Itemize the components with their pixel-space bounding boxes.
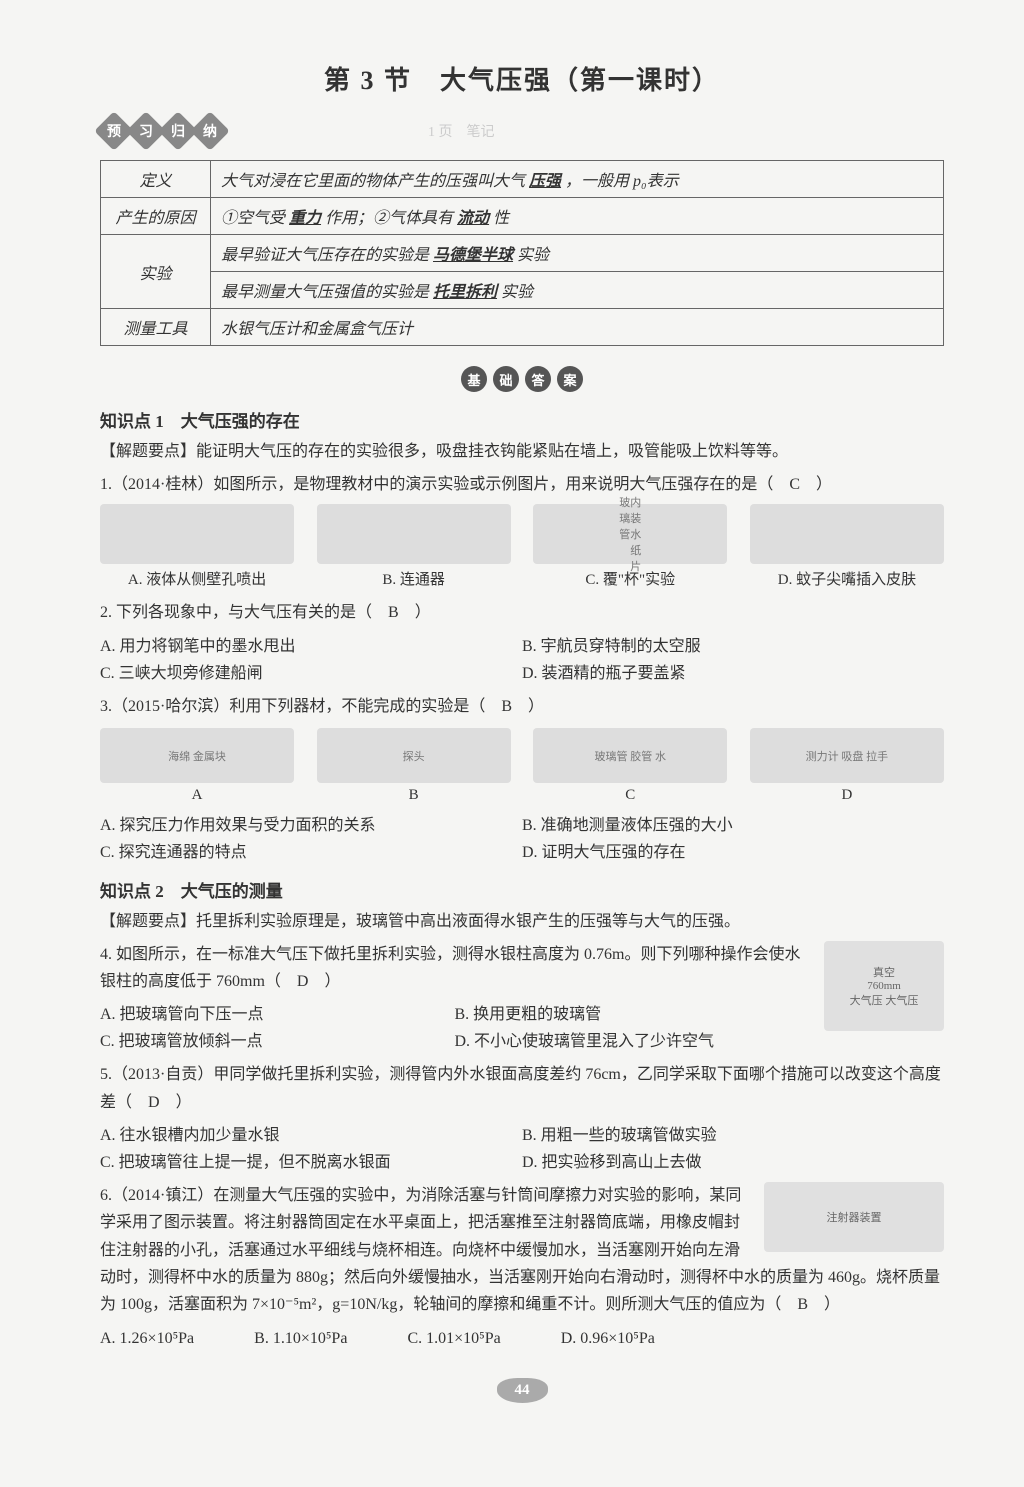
- badge-char: 答: [525, 366, 551, 392]
- q3-diagrams: 海绵 金属块A 探头B 玻璃管 胶管 水C 测力计 吸盘 拉手D: [100, 728, 944, 804]
- option: D. 不小心使玻璃管里混入了少许空气: [455, 1028, 810, 1055]
- option: D. 把实验移到高山上去做: [522, 1149, 944, 1176]
- hint-text: 【解题要点】能证明大气压的存在的实验很多，吸盘挂衣钩能紧贴在墙上，吸管能吸上饮料…: [100, 438, 944, 465]
- knowledge-point-2: 知识点 2 大气压的测量: [100, 877, 944, 902]
- option: B. 换用更粗的玻璃管: [455, 1001, 810, 1028]
- option: B. 准确地测量液体压强的大小: [522, 812, 944, 839]
- faint-note: 1 页 笔记: [428, 121, 495, 141]
- q1-options: A. 液体从侧壁孔喷出 B. 连通器 玻内 璃装 管水 纸 片 C. 覆"杯"实…: [100, 504, 944, 589]
- option: 玻内 璃装 管水 纸 片 C. 覆"杯"实验: [533, 504, 727, 589]
- table-label: 产生的原因: [101, 198, 211, 235]
- table-cell: ①空气受重力作用；②气体具有流动性: [211, 198, 944, 235]
- diagram: 玻璃管 胶管 水C: [533, 728, 727, 804]
- section-badge-preview: 预 习 归 纳 1 页 笔记: [100, 117, 944, 145]
- q6-diagram: 注射器装置: [764, 1182, 944, 1252]
- q3-options: A. 探究压力作用效果与受力面积的关系 B. 准确地测量液体压强的大小 C. 探…: [100, 812, 944, 866]
- badge-char: 纳: [190, 111, 230, 151]
- option: A. 1.26×10⁵Pa: [100, 1330, 194, 1348]
- option: A. 把玻璃管向下压一点: [100, 1001, 455, 1028]
- option: A. 探究压力作用效果与受力面积的关系: [100, 812, 522, 839]
- option: C. 三峡大坝旁修建船闸: [100, 660, 522, 687]
- figure-placeholder: [317, 504, 511, 564]
- table-label: 定义: [101, 161, 211, 198]
- option: B. 连通器: [317, 504, 511, 589]
- question-3: 3.（2015·哈尔滨）利用下列器材，不能完成的实验是（ B ）: [100, 693, 944, 720]
- q4-diagram: 真空 760mm 大气压 大气压: [824, 941, 944, 1031]
- q5-options: A. 往水银槽内加少量水银 B. 用粗一些的玻璃管做实验 C. 把玻璃管往上提一…: [100, 1122, 944, 1176]
- table-cell: 水银气压计和金属盒气压计: [211, 309, 944, 346]
- option: C. 探究连通器的特点: [100, 839, 522, 866]
- option: A. 往水银槽内加少量水银: [100, 1122, 522, 1149]
- table-cell: 最早测量大气压强值的实验是托里拆利实验: [211, 272, 944, 309]
- question-1: 1.（2014·桂林）如图所示，是物理教材中的演示实验或示例图片，用来说明大气压…: [100, 471, 944, 498]
- option: D. 0.96×10⁵Pa: [561, 1330, 655, 1348]
- q6-options: A. 1.26×10⁵Pa B. 1.10×10⁵Pa C. 1.01×10⁵P…: [100, 1330, 944, 1348]
- option: C. 把玻璃管往上提一提，但不脱离水银面: [100, 1149, 522, 1176]
- table-label: 实验: [101, 235, 211, 309]
- option: B. 1.10×10⁵Pa: [254, 1330, 347, 1348]
- option: D. 装酒精的瓶子要盖紧: [522, 660, 944, 687]
- diagram: 探头B: [317, 728, 511, 804]
- option: D. 证明大气压强的存在: [522, 839, 944, 866]
- question-5: 5.（2013·自贡）甲同学做托里拆利实验，测得管内外水银面高度差约 76cm，…: [100, 1061, 944, 1115]
- option: A. 用力将钢笔中的墨水甩出: [100, 633, 522, 660]
- q2-options: A. 用力将钢笔中的墨水甩出 B. 宇航员穿特制的太空服 C. 三峡大坝旁修建船…: [100, 633, 944, 687]
- figure-placeholder: [100, 504, 294, 564]
- diagram: 海绵 金属块A: [100, 728, 294, 804]
- section-badge-basics: 基 础 答 案: [100, 366, 944, 392]
- q4-options: A. 把玻璃管向下压一点 B. 换用更粗的玻璃管 C. 把玻璃管放倾斜一点 D.…: [100, 1001, 809, 1055]
- question-4: 4. 如图所示，在一标准大气压下做托里拆利实验，测得水银柱高度为 0.76m。则…: [100, 941, 944, 995]
- summary-table: 定义 大气对浸在它里面的物体产生的压强叫大气压强，一般用 p₀表示 产生的原因 …: [100, 160, 944, 346]
- hint-text: 【解题要点】托里拆利实验原理是，玻璃管中高出液面得水银产生的压强等与大气的压强。: [100, 908, 944, 935]
- table-cell: 最早验证大气压存在的实验是马德堡半球实验: [211, 235, 944, 272]
- diagram: 测力计 吸盘 拉手D: [750, 728, 944, 804]
- option: A. 液体从侧壁孔喷出: [100, 504, 294, 589]
- table-label: 测量工具: [101, 309, 211, 346]
- option: C. 把玻璃管放倾斜一点: [100, 1028, 455, 1055]
- figure-placeholder: 玻内 璃装 管水 纸 片: [533, 504, 727, 564]
- figure-placeholder: [750, 504, 944, 564]
- page-number: 44: [100, 1378, 944, 1403]
- table-cell: 大气对浸在它里面的物体产生的压强叫大气压强，一般用 p₀表示: [211, 161, 944, 198]
- question-2: 2. 下列各现象中，与大气压有关的是（ B ）: [100, 599, 944, 626]
- badge-char: 基: [461, 366, 487, 392]
- badge-char: 础: [493, 366, 519, 392]
- option: D. 蚊子尖嘴插入皮肤: [750, 504, 944, 589]
- knowledge-point-1: 知识点 1 大气压强的存在: [100, 407, 944, 432]
- option: B. 用粗一些的玻璃管做实验: [522, 1122, 944, 1149]
- option: C. 1.01×10⁵Pa: [407, 1330, 500, 1348]
- option: B. 宇航员穿特制的太空服: [522, 633, 944, 660]
- badge-char: 案: [557, 366, 583, 392]
- page-title: 第 3 节 大气压强（第一课时）: [100, 60, 944, 97]
